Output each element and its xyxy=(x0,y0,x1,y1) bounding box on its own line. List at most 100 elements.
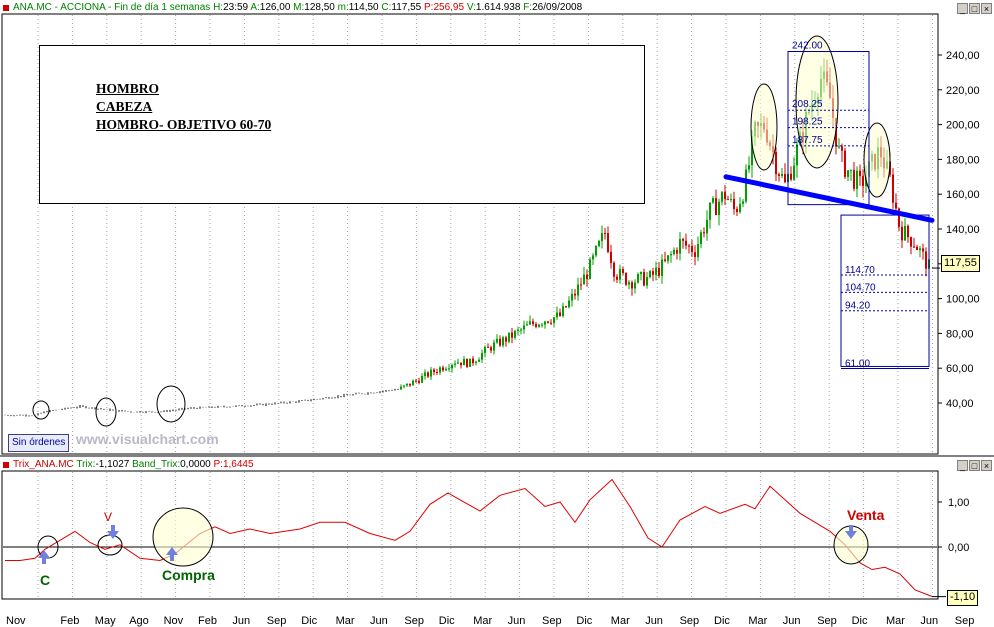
y-tick-label: 60,00 xyxy=(946,363,974,375)
fib-label: 198.25 xyxy=(792,117,823,128)
candle-body xyxy=(679,239,681,254)
h-value: 23:59 xyxy=(223,2,249,13)
candle-body xyxy=(691,245,693,253)
candle-body xyxy=(631,282,633,289)
candle-body xyxy=(481,352,483,360)
candle-body xyxy=(658,267,660,276)
fib-label: 187.75 xyxy=(792,135,823,146)
candle-body xyxy=(553,317,555,324)
last-price-tag: 117,55 xyxy=(941,255,980,272)
trix-close-button[interactable]: × xyxy=(981,460,992,471)
annotation-text: HOMBRO CABEZA HOMBRO- OBJETIVO 60-70 xyxy=(96,80,271,134)
candle-body xyxy=(919,248,921,251)
candle-body xyxy=(640,271,642,275)
candle-body xyxy=(628,282,630,285)
trix-minimize-button[interactable]: _ xyxy=(957,460,968,471)
candle-body xyxy=(436,372,438,374)
price-header: ANA.MC - ACCIONA - Fin de día 1 semanas … xyxy=(13,2,582,13)
candle-body xyxy=(400,386,402,390)
fib-box-lower xyxy=(840,214,930,367)
a-value: 126,00 xyxy=(259,2,291,13)
candle-body xyxy=(424,372,426,377)
candle-body xyxy=(580,284,582,286)
candle-body xyxy=(613,262,615,277)
y-tick-label: 180,00 xyxy=(946,154,980,166)
candle-body xyxy=(781,173,783,176)
trix-marker-icon xyxy=(3,462,9,468)
candle-body xyxy=(499,338,501,346)
band-value: 0,0000 xyxy=(180,459,211,470)
annotation-box: HOMBRO CABEZA HOMBRO- OBJETIVO 60-70 xyxy=(39,45,645,204)
candle-body xyxy=(655,267,657,275)
candle-body xyxy=(664,259,666,261)
candle-body xyxy=(421,376,423,383)
y-tick-label: 160,00 xyxy=(946,189,980,201)
candle-body xyxy=(601,233,603,241)
candle-body xyxy=(685,240,687,246)
candle-body xyxy=(511,332,513,338)
candle-body xyxy=(535,324,537,327)
trix-name: Trix_ANA.MC xyxy=(13,459,74,470)
candle-body xyxy=(748,165,750,170)
candle-body xyxy=(478,359,480,362)
candle-body xyxy=(439,367,441,373)
candle-body xyxy=(550,322,552,324)
x-tick-label: Mar xyxy=(473,615,492,627)
maximize-button[interactable]: □ xyxy=(969,3,980,14)
candle-body xyxy=(610,251,612,263)
candle-body xyxy=(718,201,720,216)
price-chart[interactable]: 40,0060,0080,00100,00120,00140,00160,001… xyxy=(0,0,994,455)
no-orders-button[interactable]: Sin órdenes xyxy=(8,434,70,452)
candle-body xyxy=(532,321,534,325)
plot-frame xyxy=(1,13,939,455)
trix-y-tick-label: 0,00 xyxy=(948,542,969,554)
x-tick-label: Dic xyxy=(576,615,592,627)
candle-body xyxy=(445,368,447,371)
candle-body xyxy=(697,244,699,258)
annotation-line-target: HOMBRO- OBJETIVO 60-70 xyxy=(96,117,272,132)
candle-body xyxy=(712,198,714,203)
close-button[interactable]: × xyxy=(981,3,992,14)
candle-body xyxy=(649,271,651,278)
trix-maximize-button[interactable]: □ xyxy=(969,460,980,471)
candle-body xyxy=(901,226,903,241)
candle-body xyxy=(616,276,618,280)
y-tick-label: 40,00 xyxy=(946,398,974,410)
candle-body xyxy=(742,201,744,204)
trix-value: -1,1027 xyxy=(95,459,130,470)
x-tick-label: Jun xyxy=(645,615,663,627)
candle-body xyxy=(409,383,411,386)
candle-body xyxy=(487,346,489,348)
candle-body xyxy=(526,324,528,326)
candle-body xyxy=(862,176,864,187)
candle-body xyxy=(856,170,858,189)
candle-body xyxy=(559,312,561,316)
min-label: m: xyxy=(337,2,349,13)
candle-body xyxy=(634,282,636,289)
x-tick-label: Sep xyxy=(267,615,287,627)
minimize-button[interactable]: _ xyxy=(957,3,968,14)
candle-body xyxy=(850,169,852,171)
candle-body xyxy=(727,198,729,200)
candle-body xyxy=(682,239,684,241)
candle-body xyxy=(709,202,711,220)
annotation-venta: Venta xyxy=(847,507,885,523)
trix-header: Trix_ANA.MC Trix:-1,1027 Band_Trix:0,000… xyxy=(13,459,254,470)
left-shoulder-ellipse xyxy=(750,83,778,171)
panel-divider[interactable] xyxy=(0,455,994,457)
candle-body xyxy=(607,233,609,252)
candle-body xyxy=(637,274,639,283)
candle-body xyxy=(442,367,444,371)
candle-body xyxy=(544,321,546,325)
neckline xyxy=(723,174,935,223)
candle-body xyxy=(667,255,669,261)
band-label: Band_Trix: xyxy=(132,459,181,470)
trix-p-label: P: xyxy=(213,459,223,470)
candle-body xyxy=(418,380,420,383)
trix-chart[interactable]: 1,00 0,00 Nov Feb May Ago Nov Feb Jun Sep Dic Mar Ju… xyxy=(0,457,994,627)
v-value: 1.614.938 xyxy=(475,2,521,13)
candle-body xyxy=(676,250,678,254)
candle-body xyxy=(703,232,705,234)
candle-body xyxy=(493,342,495,351)
x-tick-label: Dic xyxy=(714,615,730,627)
